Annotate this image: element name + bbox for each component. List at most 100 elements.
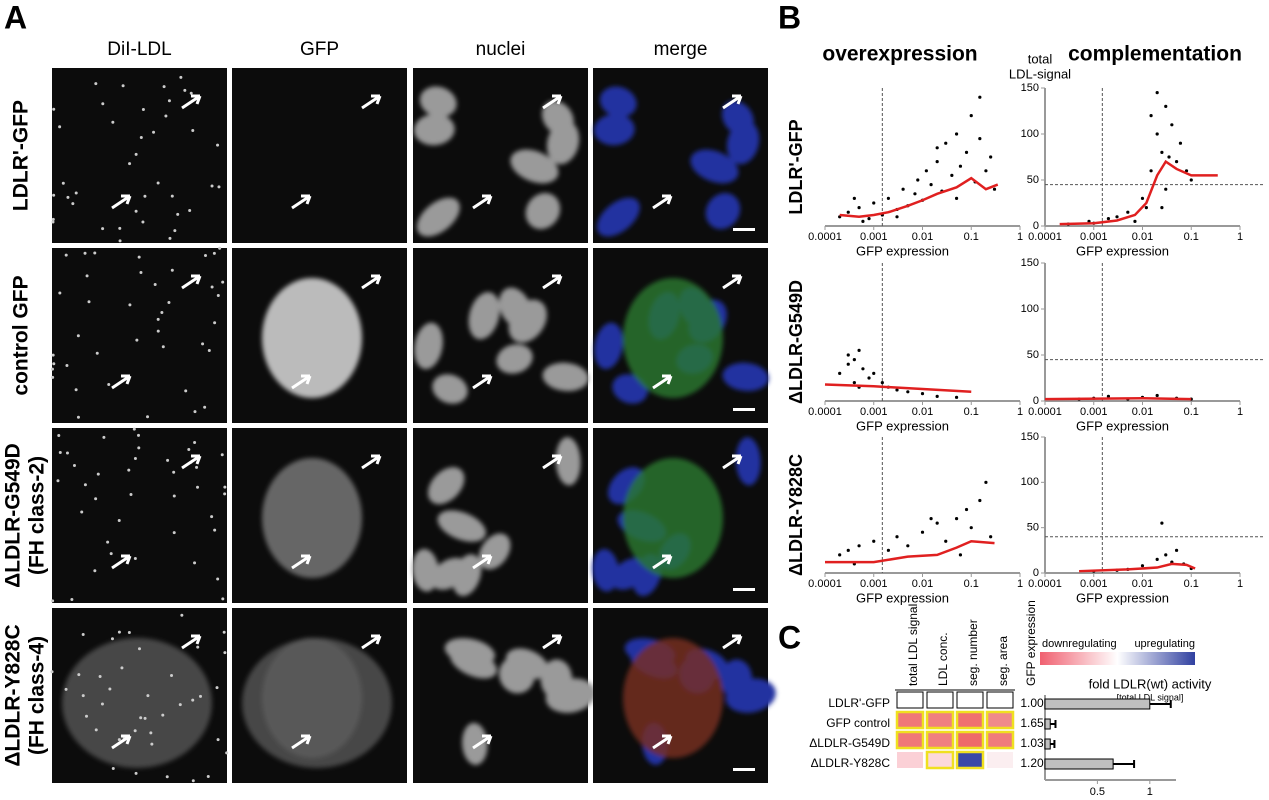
point: [852, 196, 856, 200]
nucleus: [592, 548, 619, 592]
nucleus: [452, 554, 482, 597]
spot: [187, 448, 191, 452]
point: [1115, 215, 1119, 219]
spot: [161, 713, 165, 717]
scale-bar: [733, 768, 755, 771]
point: [880, 381, 884, 385]
value-label: 1.03: [1020, 736, 1044, 750]
column-header: complementation: [1068, 43, 1242, 66]
error-bar: [1050, 720, 1057, 728]
spot: [83, 251, 87, 255]
panel-label: B: [778, 0, 801, 35]
nucleus: [505, 648, 549, 679]
point: [1106, 394, 1111, 398]
cells: [593, 86, 760, 237]
point: [984, 480, 988, 484]
cell: [262, 278, 362, 398]
spot: [172, 494, 176, 498]
spot: [65, 451, 69, 455]
spot: [72, 464, 76, 468]
error-bar: [1050, 740, 1056, 748]
spot: [134, 771, 138, 775]
row-label: ΔLDLR-Y828C: [2, 624, 25, 766]
arrow: [542, 274, 563, 290]
x-tick-label: 0.01: [912, 231, 933, 243]
nucleus: [419, 86, 457, 118]
point: [954, 132, 959, 136]
x-tick-label: 0.1: [1184, 578, 1199, 590]
spot: [149, 731, 153, 735]
spot: [156, 329, 160, 333]
x-axis-title: GFP expression: [856, 243, 949, 258]
nucleus: [542, 362, 589, 392]
x-tick-label: 0.001: [860, 406, 888, 418]
x-tick-label: 0.1: [1184, 231, 1199, 243]
micrograph: [50, 246, 227, 423]
row-label: GFP control: [826, 716, 890, 730]
spot: [101, 227, 105, 231]
spot: [94, 728, 98, 732]
heat-cell: [955, 730, 985, 750]
arrow: [652, 374, 673, 390]
point: [944, 141, 948, 145]
trend-line: [839, 176, 999, 219]
nucleus: [555, 437, 581, 486]
point: [857, 544, 861, 548]
spot: [134, 152, 138, 156]
point: [913, 192, 917, 196]
bar: [1044, 758, 1114, 770]
scale-bar: [733, 408, 755, 411]
spot: [80, 510, 84, 514]
spot: [57, 434, 61, 438]
point: [838, 371, 842, 375]
point: [857, 206, 861, 210]
value-label: 1.65: [1020, 716, 1044, 730]
point: [867, 217, 871, 221]
point: [846, 210, 850, 214]
point: [1178, 141, 1183, 145]
y-tick-label: 150: [1021, 431, 1039, 443]
y-axis-title: total: [1028, 51, 1053, 66]
x-tick-label: 0.01: [1132, 406, 1153, 418]
spot: [133, 729, 137, 733]
micrograph: [593, 608, 776, 783]
point: [1164, 187, 1168, 191]
spot: [61, 181, 65, 185]
spot: [137, 446, 141, 450]
y-tick-label: 0: [1033, 220, 1039, 232]
point: [1133, 219, 1137, 223]
arrow: [181, 634, 202, 650]
row-label: LDLR'-GFP: [786, 119, 806, 214]
spot: [167, 300, 171, 304]
spot: [51, 220, 55, 224]
arrow: [291, 554, 312, 570]
point: [852, 381, 856, 385]
nucleus: [462, 722, 488, 765]
point: [846, 362, 850, 366]
heat-cell: [926, 691, 954, 709]
spot: [195, 465, 199, 469]
heat-cell: [925, 730, 955, 750]
spot: [216, 293, 220, 297]
spot: [161, 345, 165, 349]
micrograph: [593, 68, 768, 243]
micrograph: [232, 68, 407, 243]
legend-label: upregulating: [1134, 638, 1195, 650]
spot: [216, 738, 220, 742]
row-label: control GFP: [10, 275, 33, 395]
x-tick-label: 0.001: [860, 231, 888, 243]
spot: [50, 670, 54, 674]
micrograph: [413, 68, 588, 243]
spot: [139, 716, 143, 720]
spot: [213, 528, 217, 532]
spot: [134, 209, 138, 213]
x-tick-label: 1: [1237, 406, 1243, 418]
spot: [170, 268, 174, 272]
point: [1164, 104, 1168, 108]
spot: [156, 181, 160, 185]
micrograph: [50, 608, 229, 783]
spot: [66, 195, 70, 199]
spot: [108, 687, 112, 691]
trend-line: [825, 539, 995, 564]
color-legend: [1040, 652, 1195, 665]
